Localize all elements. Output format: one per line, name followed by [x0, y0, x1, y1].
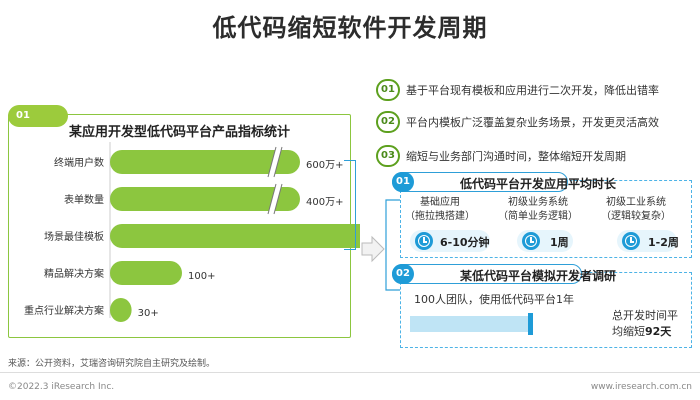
panel-badge-number: 01	[16, 110, 30, 121]
system-name: 初级业务系统	[508, 197, 568, 208]
time-saving-bar-fill	[410, 316, 530, 332]
benefit-text: 基于平台现有模板和应用进行二次开发，降低出错率	[406, 84, 659, 97]
panel-title: 某应用开发型低代码平台产品指标统计	[69, 125, 291, 140]
axis-break-line	[267, 146, 277, 178]
value-label: 400万+	[306, 197, 343, 208]
value-label: 30+	[138, 308, 159, 319]
page-title: 低代码缩短软件开发周期	[212, 14, 488, 42]
source-note: 来源：公开资料，艾瑞咨询研究院自主研究及绘制。	[8, 359, 216, 369]
right-arrow-icon	[361, 235, 385, 263]
bar	[110, 150, 300, 174]
category-label: 表单数量	[64, 193, 104, 206]
developer-survey-title: 某低代码平台模拟开发者调研	[460, 269, 617, 283]
benefit-text: 平台内模板广泛覆盖复杂业务场景，开发更灵活高效	[406, 116, 659, 129]
system-desc: （简单业务逻辑）	[498, 211, 578, 222]
developer-survey-panel	[400, 272, 692, 348]
system-industrial: 初级工业系统 （逻辑较复杂）	[591, 196, 681, 224]
bar	[110, 224, 360, 248]
system-desc: （逻辑较复杂）	[601, 211, 671, 222]
clock-icon	[622, 232, 640, 250]
duration-value: 6-10分钟	[440, 236, 490, 249]
panel-badge: 01	[8, 105, 68, 127]
axis-break-line	[273, 146, 283, 178]
time-saving-bar	[410, 313, 586, 335]
indicator-bar-chart: 终端用户数600万+表单数量400万+场景最佳模板500+精品解决方案100+重…	[24, 142, 360, 322]
axis-break-line	[267, 183, 277, 215]
category-label: 场景最佳模板	[44, 230, 104, 243]
copyright: ©2022.3 iResearch Inc.	[8, 382, 115, 392]
avg-duration-badge: 01	[392, 172, 414, 192]
bullets-bracket	[344, 160, 356, 250]
time-saving-value: 92天	[645, 325, 672, 338]
system-name: 初级工业系统	[606, 197, 666, 208]
duration-value: 1-2周	[648, 236, 679, 249]
system-desc: （拖拉拽搭建）	[405, 211, 475, 222]
category-label: 重点行业解决方案	[24, 304, 104, 317]
team-description: 100人团队，使用低代码平台1年	[414, 293, 574, 306]
benefit-number: 02	[376, 111, 400, 133]
website-link[interactable]: www.iresearch.com.cn	[590, 382, 692, 392]
system-business: 初级业务系统 （简单业务逻辑）	[493, 196, 583, 224]
developer-survey-badge: 02	[392, 264, 414, 284]
avg-duration-title: 低代码平台开发应用平均时长	[460, 177, 617, 191]
value-label: 100+	[188, 271, 215, 282]
value-label: 600万+	[306, 160, 343, 171]
panel-connector	[385, 199, 401, 291]
time-saving-line1: 总开发时间平	[612, 309, 678, 322]
time-saving-marker	[527, 313, 533, 335]
system-basic: 基础应用 （拖拉拽搭建）	[395, 196, 485, 224]
bar	[110, 187, 300, 211]
indicator-panel: 01 某应用开发型低代码平台产品指标统计	[8, 105, 351, 338]
axis-break-line	[273, 183, 283, 215]
category-label: 终端用户数	[54, 156, 104, 169]
clock-icon	[415, 232, 433, 250]
axis-break	[268, 184, 282, 214]
system-name: 基础应用	[420, 197, 460, 208]
footer-divider	[0, 372, 700, 373]
clock-icon	[522, 232, 540, 250]
time-saving-prefix: 均缩短	[612, 325, 645, 338]
bar	[110, 261, 182, 285]
bar	[110, 298, 132, 322]
benefit-text: 缩短与业务部门沟通时间，整体缩短开发周期	[406, 150, 626, 163]
duration-value: 1周	[550, 236, 569, 249]
time-saving-text: 总开发时间平 均缩短92天	[612, 308, 678, 340]
axis-break	[268, 147, 282, 177]
benefit-number: 03	[376, 145, 400, 167]
benefit-number: 01	[376, 79, 400, 101]
category-label: 精品解决方案	[44, 267, 104, 280]
